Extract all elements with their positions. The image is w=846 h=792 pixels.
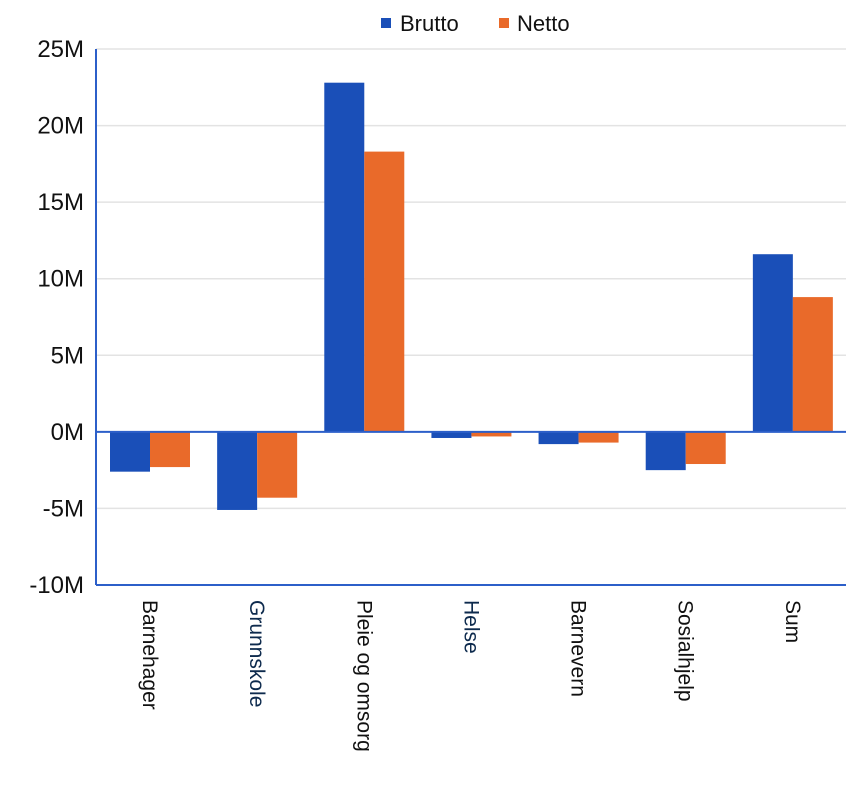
legend-label-netto: Netto <box>517 11 570 36</box>
x-category-label: Helse <box>459 600 482 654</box>
bar-brutto-pleie-og-omsorg <box>324 82 365 432</box>
x-category-labels: Barnehager Grunnskole Pleie og omsorg Helse… <box>138 600 804 752</box>
x-category-label: Barnevern <box>567 600 590 697</box>
axes <box>95 49 846 586</box>
bar-brutto-barnehager <box>110 431 150 472</box>
legend: Brutto Netto <box>381 11 570 36</box>
y-tick-label: -10M <box>29 572 84 599</box>
y-tick-label: 0M <box>51 419 84 446</box>
x-category-label: Sum <box>781 600 804 643</box>
x-category-label: Barnehager <box>138 600 161 710</box>
bar-netto-helse <box>471 431 512 437</box>
y-tick-label: 10M <box>37 266 84 293</box>
y-tick-label: 25M <box>37 36 84 63</box>
legend-swatch-netto <box>499 18 509 28</box>
bar-brutto-helse <box>431 431 472 438</box>
bar-brutto-sosialhjelp <box>645 431 686 471</box>
y-tick-label: -5M <box>43 495 84 522</box>
x-category-label: Sosialhjelp <box>674 600 697 702</box>
x-category-label: Pleie og omsorg <box>352 600 375 752</box>
y-tick-label: 15M <box>37 189 84 216</box>
y-tick-label: 5M <box>51 342 84 369</box>
y-tick-label: 20M <box>37 113 84 140</box>
bar-netto-grunnskole <box>257 431 298 498</box>
x-category-label: Grunnskole <box>245 600 268 707</box>
bar-brutto-barnevern <box>538 431 579 445</box>
bar-brutto-grunnskole <box>217 431 258 510</box>
legend-swatch-brutto <box>381 18 391 28</box>
bar-netto-sosialhjelp <box>685 431 726 465</box>
grid-lines <box>96 48 846 510</box>
legend-label-brutto: Brutto <box>400 11 459 36</box>
bars <box>110 82 833 510</box>
bar-netto-barnehager <box>150 431 190 468</box>
bar-netto-barnevern <box>578 431 619 443</box>
bar-netto-sum <box>792 297 833 432</box>
bar-brutto-sum <box>752 254 793 432</box>
y-tick-labels: 25M 20M 15M 10M 5M 0M -5M -10M <box>29 36 84 599</box>
bar-netto-pleie-og-omsorg <box>364 151 405 432</box>
